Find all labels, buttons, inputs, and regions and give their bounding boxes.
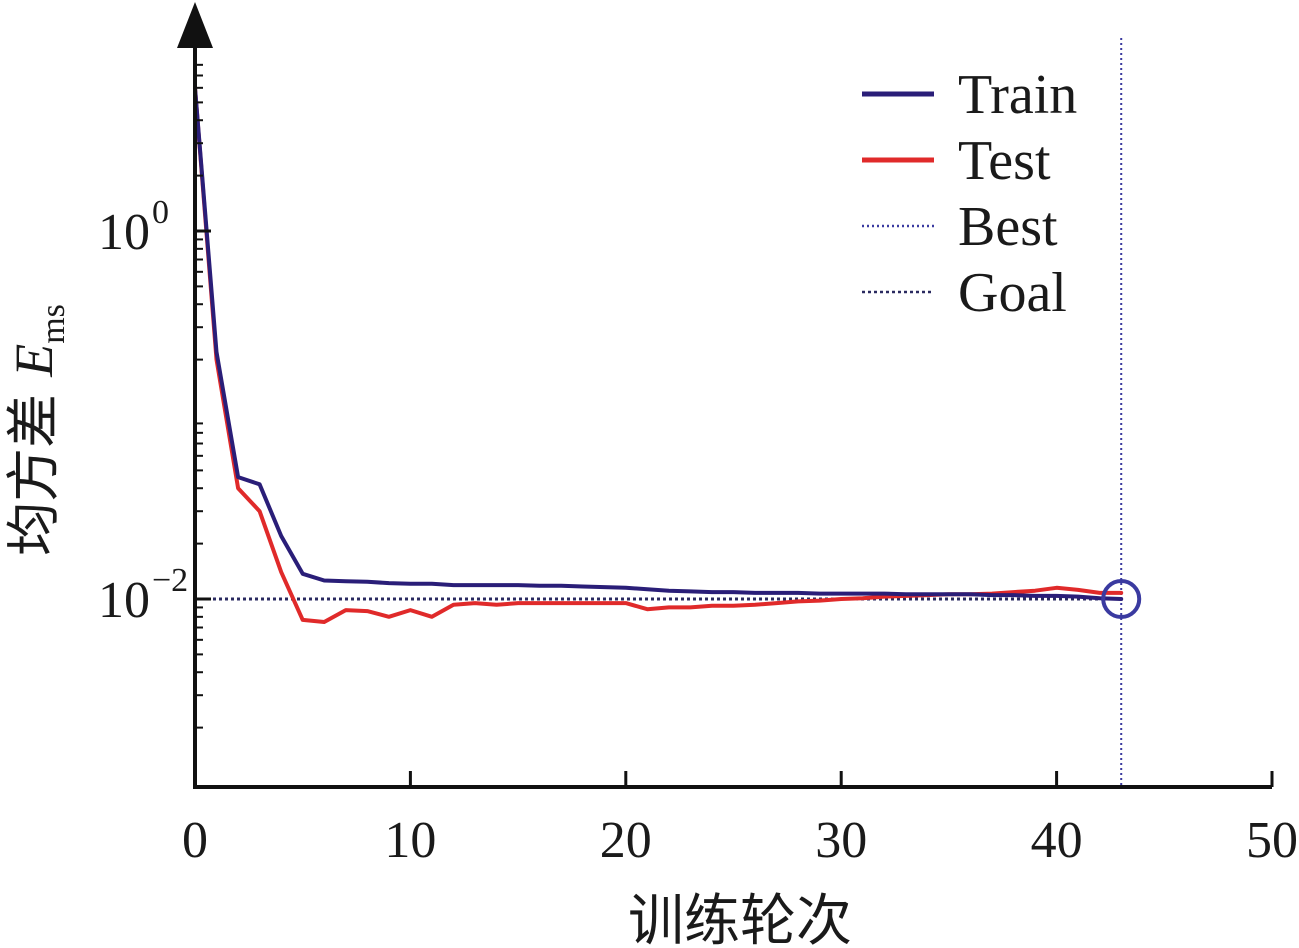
- x-tick-label: 0: [182, 812, 208, 869]
- x-tick-label: 20: [600, 812, 652, 869]
- plot-area: [193, 38, 1142, 787]
- y-tick-label: 10: [98, 572, 150, 629]
- y-axis-title-subscript: ms: [35, 304, 72, 344]
- y-tick-label-exponent: 0: [152, 194, 169, 231]
- best-marker: [1101, 579, 1142, 619]
- y-axis-arrow: [177, 2, 213, 48]
- x-tick-label: 30: [815, 812, 867, 869]
- x-tick-label: 50: [1246, 812, 1298, 869]
- legend-label-train: Train: [958, 64, 1077, 126]
- series-line-train: [193, 85, 1124, 601]
- legend-label-test: Test: [958, 130, 1051, 192]
- x-tick-label: 40: [1031, 812, 1083, 869]
- y-tick-label: 10: [98, 204, 150, 261]
- x-tick-label: 10: [384, 812, 436, 869]
- y-axis-title-prefix: 均方差: [2, 377, 65, 556]
- y-axis-title-variable: E: [4, 344, 64, 378]
- legend-label-goal: Goal: [958, 262, 1067, 324]
- x-axis-title: 训练轮次: [628, 889, 852, 948]
- y-axis-title: 均方差 Ems: [2, 304, 72, 556]
- y-tick-label-exponent: −2: [152, 562, 188, 599]
- legend-label-best: Best: [958, 196, 1058, 258]
